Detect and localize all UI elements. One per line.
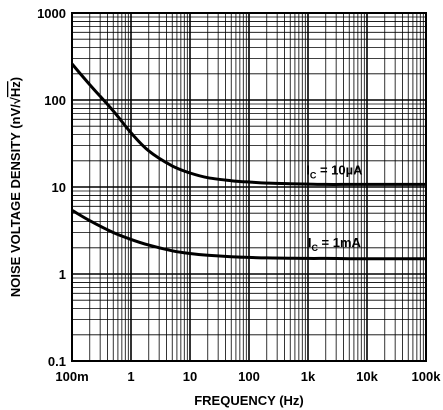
y-axis-title: NOISE VOLTAGE DENSITY (nV/√Hz): [8, 77, 23, 297]
sqrt-symbol: √: [8, 96, 23, 104]
series-labels: IC = 10µA IC = 1mA: [306, 162, 363, 253]
x-tick-label: 1k: [301, 369, 316, 384]
y-tick-label: 0.1: [48, 354, 66, 369]
y-axis-title-radicand: Hz: [8, 81, 23, 97]
x-axis-title: FREQUENCY (Hz): [194, 393, 304, 408]
tick-labels: 100m 1 10 100 1k 10k 100k 0.1 1 10 100 1000: [37, 6, 441, 384]
x-tick-label: 100m: [55, 369, 88, 384]
grid-lines: [72, 13, 426, 361]
y-tick-label: 1: [59, 267, 66, 282]
series-line-ic-1ma: [71, 208, 426, 261]
y-tick-label: 10: [52, 180, 66, 195]
x-tick-label: 100: [238, 369, 260, 384]
x-tick-label: 10k: [356, 369, 378, 384]
y-axis-title-suffix: ): [8, 77, 23, 81]
series-label-ic-10ua: IC = 10µA: [306, 162, 363, 180]
series-label-ic-1ma: IC = 1mA: [308, 235, 362, 253]
series-layer: [70, 62, 426, 261]
y-tick-label: 1000: [37, 6, 66, 21]
x-tick-label: 1: [127, 369, 134, 384]
plot-frame: [71, 12, 427, 362]
series-line-ic-10ua: [70, 62, 426, 186]
x-tick-label: 100k: [412, 369, 442, 384]
x-tick-label: 10: [183, 369, 197, 384]
y-axis-title-prefix: NOISE VOLTAGE DENSITY (nV/: [8, 104, 23, 297]
y-tick-label: 100: [44, 93, 66, 108]
